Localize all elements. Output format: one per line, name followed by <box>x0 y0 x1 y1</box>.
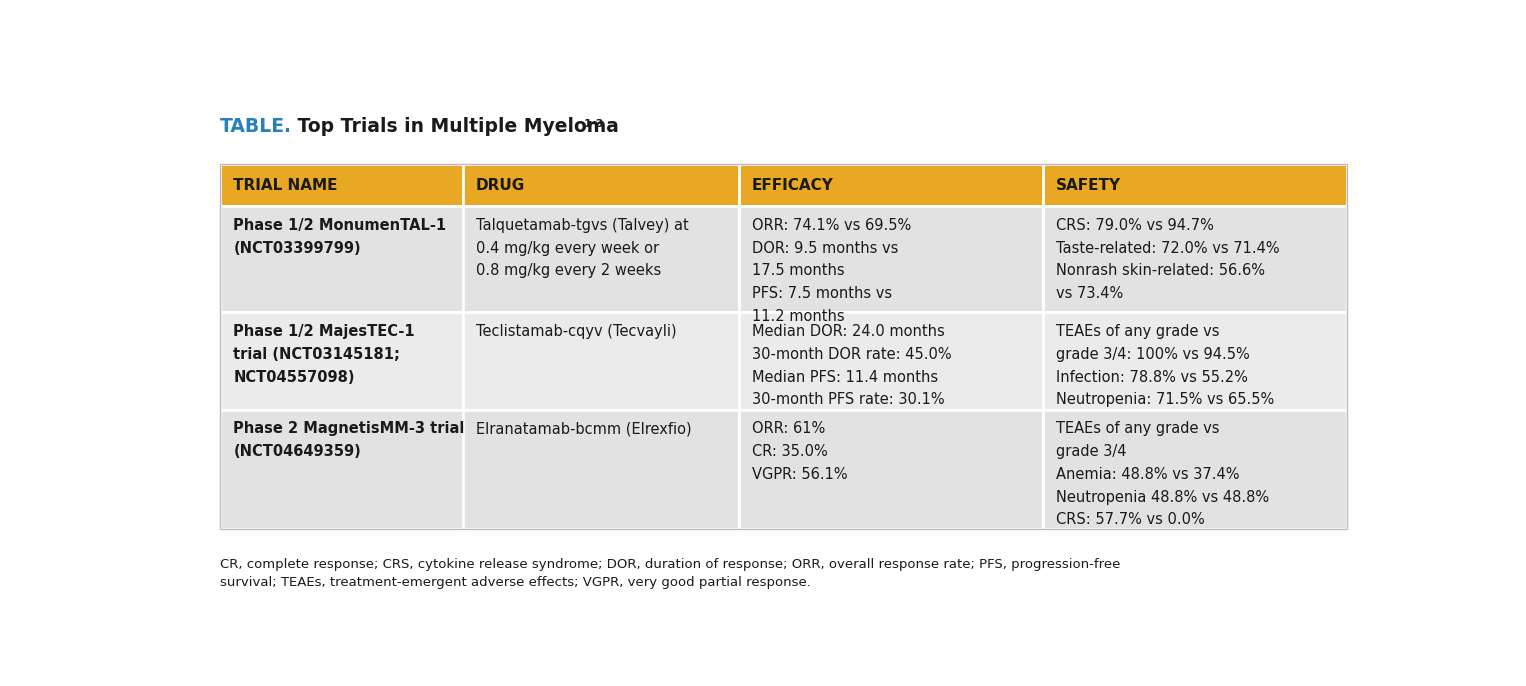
FancyBboxPatch shape <box>220 312 462 410</box>
Text: EFFICACY: EFFICACY <box>752 178 833 193</box>
FancyBboxPatch shape <box>739 312 1044 410</box>
Text: Phase 1/2 MajesTEC-1
trial (NCT03145181;
NCT04557098): Phase 1/2 MajesTEC-1 trial (NCT03145181;… <box>233 324 415 385</box>
Text: CR, complete response; CRS, cytokine release syndrome; DOR, duration of response: CR, complete response; CRS, cytokine rel… <box>220 558 1120 589</box>
Text: TEAEs of any grade vs
grade 3/4
Anemia: 48.8% vs 37.4%
Neutropenia 48.8% vs 48.8: TEAEs of any grade vs grade 3/4 Anemia: … <box>1056 421 1270 528</box>
FancyBboxPatch shape <box>220 410 462 529</box>
FancyBboxPatch shape <box>739 410 1044 529</box>
Text: Median DOR: 24.0 months
30-month DOR rate: 45.0%
Median PFS: 11.4 months
30-mont: Median DOR: 24.0 months 30-month DOR rat… <box>752 324 951 407</box>
Text: TEAEs of any grade vs
grade 3/4: 100% vs 94.5%
Infection: 78.8% vs 55.2%
Neutrop: TEAEs of any grade vs grade 3/4: 100% vs… <box>1056 324 1274 407</box>
FancyBboxPatch shape <box>462 410 739 529</box>
FancyBboxPatch shape <box>462 206 739 312</box>
Text: Top Trials in Multiple Myeloma: Top Trials in Multiple Myeloma <box>291 117 620 136</box>
FancyBboxPatch shape <box>220 164 462 206</box>
Text: Teclistamab-cqyv (Tecvayli): Teclistamab-cqyv (Tecvayli) <box>476 324 676 339</box>
Text: ORR: 61%
CR: 35.0%
VGPR: 56.1%: ORR: 61% CR: 35.0% VGPR: 56.1% <box>752 421 847 482</box>
FancyBboxPatch shape <box>462 312 739 410</box>
FancyBboxPatch shape <box>1044 206 1347 312</box>
FancyBboxPatch shape <box>462 164 739 206</box>
Text: SAFETY: SAFETY <box>1056 178 1122 193</box>
Text: 1-3: 1-3 <box>583 119 604 129</box>
FancyBboxPatch shape <box>1044 164 1347 206</box>
Text: TRIAL NAME: TRIAL NAME <box>233 178 337 193</box>
FancyBboxPatch shape <box>1044 410 1347 529</box>
FancyBboxPatch shape <box>220 206 462 312</box>
Text: CRS: 79.0% vs 94.7%
Taste-related: 72.0% vs 71.4%
Nonrash skin-related: 56.6%
vs: CRS: 79.0% vs 94.7% Taste-related: 72.0%… <box>1056 217 1280 301</box>
FancyBboxPatch shape <box>739 206 1044 312</box>
Text: Talquetamab-tgvs (Talvey) at
0.4 mg/kg every week or
0.8 mg/kg every 2 weeks: Talquetamab-tgvs (Talvey) at 0.4 mg/kg e… <box>476 217 688 279</box>
Text: Elranatamab-bcmm (Elrexfio): Elranatamab-bcmm (Elrexfio) <box>476 421 691 436</box>
Text: DRUG: DRUG <box>476 178 525 193</box>
FancyBboxPatch shape <box>739 164 1044 206</box>
Text: ORR: 74.1% vs 69.5%
DOR: 9.5 months vs
17.5 months
PFS: 7.5 months vs
11.2 month: ORR: 74.1% vs 69.5% DOR: 9.5 months vs 1… <box>752 217 911 324</box>
Text: TABLE.: TABLE. <box>220 117 293 136</box>
Text: Phase 2 MagnetisMM-3 trial
(NCT04649359): Phase 2 MagnetisMM-3 trial (NCT04649359) <box>233 421 465 459</box>
FancyBboxPatch shape <box>1044 312 1347 410</box>
Text: Phase 1/2 MonumenTAL-1
(NCT03399799): Phase 1/2 MonumenTAL-1 (NCT03399799) <box>233 217 447 255</box>
